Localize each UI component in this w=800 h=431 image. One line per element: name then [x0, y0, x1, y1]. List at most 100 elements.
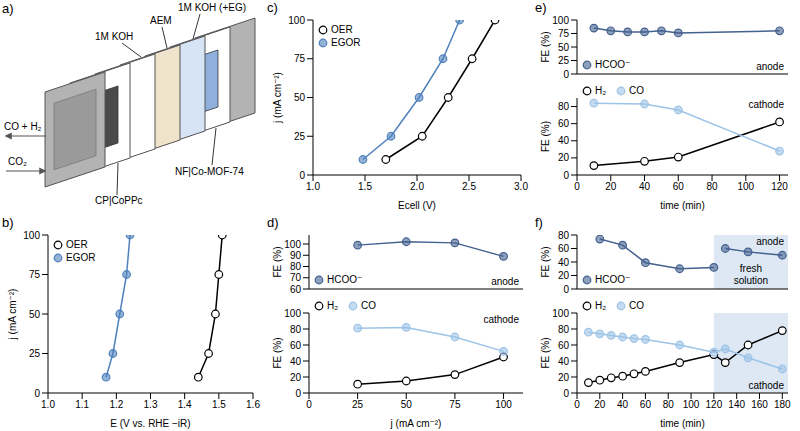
- svg-text:20: 20: [290, 372, 302, 383]
- svg-text:20: 20: [594, 399, 606, 410]
- svg-text:FE (%): FE (%): [272, 337, 283, 368]
- svg-text:Ecell (V): Ecell (V): [398, 200, 436, 211]
- svg-text:100: 100: [288, 15, 305, 26]
- svg-text:25: 25: [352, 399, 364, 410]
- svg-text:70: 70: [290, 272, 302, 283]
- svg-text:80: 80: [706, 181, 718, 192]
- svg-text:40: 40: [558, 356, 570, 367]
- svg-text:60: 60: [640, 399, 652, 410]
- svg-text:40: 40: [558, 135, 570, 146]
- svg-text:25: 25: [558, 55, 570, 66]
- svg-text:100: 100: [284, 239, 301, 250]
- svg-text:1.0: 1.0: [306, 181, 320, 192]
- svg-text:1.1: 1.1: [75, 399, 89, 410]
- svg-text:90: 90: [290, 250, 302, 261]
- svg-text:20: 20: [558, 372, 570, 383]
- svg-text:time (min): time (min): [660, 200, 704, 211]
- svg-text:2.0: 2.0: [410, 181, 424, 192]
- svg-text:160: 160: [751, 399, 768, 410]
- svg-text:1.5: 1.5: [212, 399, 226, 410]
- svg-text:120: 120: [706, 399, 723, 410]
- svg-text:0: 0: [306, 399, 312, 410]
- html-text:b): b): [2, 215, 14, 230]
- svg-text:1.3: 1.3: [144, 399, 158, 410]
- svg-text:60: 60: [558, 118, 570, 129]
- html-text:d): d): [267, 215, 279, 230]
- svg-text:0: 0: [574, 399, 580, 410]
- svg-text:FE (%): FE (%): [540, 246, 551, 277]
- svg-text:j (mA cm⁻²): j (mA cm⁻²): [7, 289, 18, 341]
- svg-text:0: 0: [563, 388, 569, 399]
- svg-text:FE (%): FE (%): [272, 246, 283, 277]
- svg-text:FE (%): FE (%): [540, 337, 551, 368]
- svg-text:80: 80: [558, 101, 570, 112]
- svg-text:80: 80: [663, 399, 675, 410]
- svg-text:50: 50: [401, 399, 413, 410]
- svg-text:20: 20: [558, 152, 570, 163]
- svg-text:75: 75: [558, 28, 570, 39]
- svg-text:60: 60: [558, 340, 570, 351]
- svg-text:120: 120: [771, 181, 788, 192]
- svg-text:1.6: 1.6: [246, 399, 260, 410]
- svg-text:time (min): time (min): [660, 418, 704, 429]
- svg-text:180: 180: [774, 399, 791, 410]
- svg-text:0: 0: [563, 69, 569, 80]
- svg-text:50: 50: [294, 92, 306, 103]
- svg-text:1.0: 1.0: [41, 399, 55, 410]
- svg-text:50: 50: [29, 309, 41, 320]
- svg-text:CO + H₂: CO + H₂: [4, 121, 42, 132]
- svg-text:a): a): [2, 1, 14, 16]
- svg-text:60: 60: [290, 284, 302, 295]
- svg-text:25: 25: [29, 348, 41, 359]
- svg-text:100: 100: [284, 308, 301, 319]
- svg-text:1.5: 1.5: [358, 181, 372, 192]
- svg-text:1.2: 1.2: [109, 399, 123, 410]
- svg-text:0: 0: [563, 170, 569, 181]
- svg-text:1M KOH: 1M KOH: [95, 31, 133, 42]
- svg-text:0: 0: [563, 284, 569, 295]
- svg-text:75: 75: [29, 269, 41, 280]
- svg-text:AEM: AEM: [150, 15, 172, 26]
- svg-text:80: 80: [558, 230, 570, 241]
- svg-text:1.4: 1.4: [178, 399, 192, 410]
- svg-text:100: 100: [552, 308, 569, 319]
- svg-text:j (mA cm⁻²): j (mA cm⁻²): [390, 418, 442, 429]
- svg-text:FE (%): FE (%): [540, 31, 551, 62]
- svg-text:40: 40: [617, 399, 629, 410]
- svg-text:100: 100: [23, 230, 40, 241]
- svg-text:j (mA cm⁻²): j (mA cm⁻²): [272, 72, 283, 124]
- svg-text:E (V vs. RHE −iR): E (V vs. RHE −iR): [110, 418, 190, 429]
- svg-text:25: 25: [294, 131, 306, 142]
- svg-text:40: 40: [558, 257, 570, 268]
- svg-text:2.5: 2.5: [462, 181, 476, 192]
- svg-text:3.0: 3.0: [514, 181, 528, 192]
- svg-text:60: 60: [558, 243, 570, 254]
- svg-text:20: 20: [558, 270, 570, 281]
- html-text:fresh solution: fresh solution: [733, 263, 769, 286]
- svg-text:75: 75: [449, 399, 461, 410]
- svg-text:100: 100: [737, 181, 754, 192]
- svg-text:100: 100: [683, 399, 700, 410]
- svg-text:FE (%): FE (%): [540, 121, 551, 152]
- svg-text:40: 40: [290, 356, 302, 367]
- svg-text:CP|CoPPc: CP|CoPPc: [95, 195, 143, 206]
- svg-text:60: 60: [290, 340, 302, 351]
- svg-text:0: 0: [299, 170, 305, 181]
- svg-text:80: 80: [558, 324, 570, 335]
- svg-text:0: 0: [574, 181, 580, 192]
- svg-text:80: 80: [290, 261, 302, 272]
- svg-text:20: 20: [605, 181, 617, 192]
- svg-text:60: 60: [673, 181, 685, 192]
- svg-text:0: 0: [34, 388, 40, 399]
- svg-text:75: 75: [294, 53, 306, 64]
- svg-text:100: 100: [552, 15, 569, 26]
- svg-text:CO₂: CO₂: [8, 156, 27, 167]
- svg-text:80: 80: [290, 324, 302, 335]
- svg-text:140: 140: [728, 399, 745, 410]
- svg-text:1M KOH (+EG): 1M KOH (+EG): [178, 2, 246, 13]
- svg-text:NF|Co-MOF-74: NF|Co-MOF-74: [175, 166, 244, 177]
- svg-text:100: 100: [495, 399, 512, 410]
- svg-text:40: 40: [639, 181, 651, 192]
- svg-text:0: 0: [295, 388, 301, 399]
- svg-text:50: 50: [558, 42, 570, 53]
